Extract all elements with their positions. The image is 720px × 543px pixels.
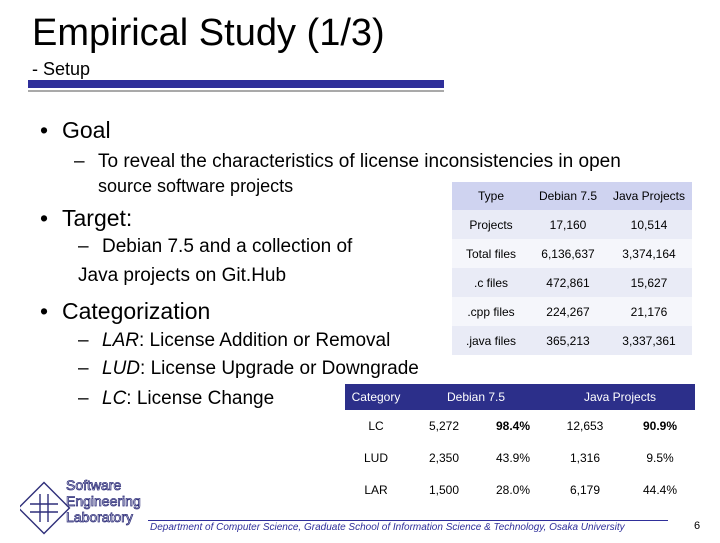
table-cell: 9.5%: [625, 442, 696, 474]
logo-line2: Engineering: [66, 493, 141, 509]
lab-logo: Software Engineering Laboratory: [17, 470, 170, 538]
table-row: LC 5,272 98.4% 12,653 90.9%: [345, 410, 696, 442]
dash-symbol: –: [78, 388, 89, 409]
cat-desc: : License Change: [126, 388, 275, 409]
footer-rule: [148, 520, 668, 521]
table-header-cell: Category: [345, 384, 407, 410]
table-header-row: Category Debian 7.5 Java Projects: [345, 384, 696, 410]
table-header-cell: Java Projects: [606, 182, 692, 210]
bullet-symbol: •: [40, 298, 49, 324]
table-cell: 472,861: [530, 268, 606, 297]
table-row: .c files 472,861 15,627: [452, 268, 692, 297]
cat-abbr: LC: [102, 388, 127, 409]
table-cell: .c files: [452, 268, 530, 297]
target-sub-text1: Debian 7.5 and a collection of: [102, 236, 353, 257]
table-row: LUD 2,350 43.9% 1,316 9.5%: [345, 442, 696, 474]
bullet-symbol: •: [40, 205, 49, 231]
table-cell: 10,514: [606, 210, 692, 239]
page-number: 6: [694, 520, 701, 532]
table-cell: LC: [345, 410, 407, 442]
table-header-cell: Debian 7.5: [407, 384, 546, 410]
table-cell: 21,176: [606, 297, 692, 326]
table-cell: 6,179: [545, 474, 626, 506]
target-sub-line2: Java projects on Git.Hub: [78, 265, 287, 286]
dash-symbol: –: [74, 151, 85, 172]
table-cell: 43.9%: [481, 442, 546, 474]
cat-item-lud: – LUD: License Upgrade or Downgrade: [78, 357, 419, 381]
bullet-goal: • Goal: [40, 116, 111, 144]
cat-desc: : License Upgrade or Downgrade: [140, 358, 419, 379]
dash-symbol: –: [78, 358, 89, 379]
bullet-goal-label: Goal: [62, 117, 111, 143]
table-cell: 2,350: [407, 442, 481, 474]
cat-abbr: LAR: [102, 330, 139, 351]
table-cell: 17,160: [530, 210, 606, 239]
table-cell: .java files: [452, 326, 530, 355]
table-cell: 15,627: [606, 268, 692, 297]
table-row: .java files 365,213 3,337,361: [452, 326, 692, 355]
table-cell: 1,500: [407, 474, 481, 506]
title-rule-blue: [28, 80, 444, 88]
table-row: LAR 1,500 28.0% 6,179 44.4%: [345, 474, 696, 506]
slide-title: Empirical Study (1/3): [32, 12, 385, 54]
goal-sub-line1: – To reveal the characteristics of licens…: [74, 150, 621, 174]
cat-item-lar: – LAR: License Addition or Removal: [78, 329, 390, 353]
goal-sub-text1: To reveal the characteristics of license…: [98, 151, 621, 172]
target-sub-line1: – Debian 7.5 and a collection of: [78, 235, 352, 259]
title-rule-gray: [28, 90, 444, 92]
table-cell: 365,213: [530, 326, 606, 355]
dash-symbol: –: [78, 330, 89, 351]
table-cell: 12,653: [545, 410, 626, 442]
cat-abbr: LUD: [102, 358, 141, 379]
bullet-target-label: Target:: [62, 205, 133, 231]
table-cell: 28.0%: [481, 474, 546, 506]
table-cell: Total files: [452, 239, 530, 268]
table-cell: 98.4%: [481, 410, 546, 442]
lab-logo-mark-icon: Software Engineering Laboratory: [17, 477, 141, 535]
table-row: Projects 17,160 10,514: [452, 210, 692, 239]
target-table: Type Debian 7.5 Java Projects Projects 1…: [452, 182, 692, 355]
table-cell: 5,272: [407, 410, 481, 442]
table-cell: 224,267: [530, 297, 606, 326]
bullet-categorization-label: Categorization: [62, 298, 211, 324]
footer-text: Department of Computer Science, Graduate…: [150, 522, 625, 533]
table-header-cell: Type: [452, 182, 530, 210]
table-cell: 44.4%: [625, 474, 696, 506]
table-cell: 1,316: [545, 442, 626, 474]
logo-line1: Software: [66, 477, 121, 493]
table-cell: 90.9%: [625, 410, 696, 442]
table-header-cell: Java Projects: [545, 384, 696, 410]
bullet-categorization: • Categorization: [40, 297, 210, 325]
table-cell: LAR: [345, 474, 407, 506]
dash-symbol: –: [78, 236, 89, 257]
table-cell: LUD: [345, 442, 407, 474]
slide-subtitle: - Setup: [32, 59, 91, 79]
cat-item-lc: – LC: License Change: [78, 387, 274, 411]
table-row: .cpp files 224,267 21,176: [452, 297, 692, 326]
table-cell: .cpp files: [452, 297, 530, 326]
bullet-symbol: •: [40, 117, 49, 143]
bullet-target: • Target:: [40, 204, 132, 232]
goal-sub-line2: source software projects: [98, 176, 294, 196]
category-table: Category Debian 7.5 Java Projects LC 5,2…: [345, 384, 696, 506]
cat-desc: : License Addition or Removal: [138, 330, 391, 351]
table-cell: Projects: [452, 210, 530, 239]
logo-line3: Laboratory: [66, 509, 133, 525]
table-header-row: Type Debian 7.5 Java Projects: [452, 182, 692, 210]
table-cell: 6,136,637: [530, 239, 606, 268]
table-cell: 3,374,164: [606, 239, 692, 268]
table-row: Total files 6,136,637 3,374,164: [452, 239, 692, 268]
table-header-cell: Debian 7.5: [530, 182, 606, 210]
table-cell: 3,337,361: [606, 326, 692, 355]
